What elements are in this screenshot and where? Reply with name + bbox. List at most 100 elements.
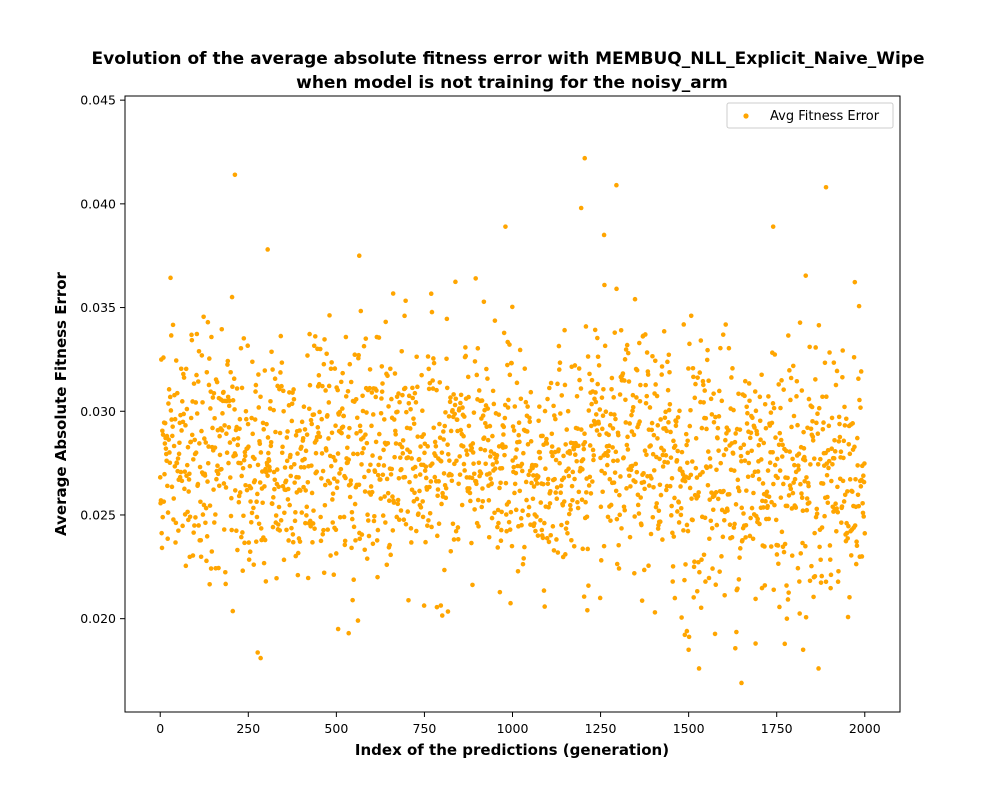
scatter-point	[268, 439, 274, 445]
scatter-point	[860, 510, 866, 516]
scatter-point	[487, 423, 493, 429]
scatter-point	[309, 463, 314, 468]
scatter-point	[589, 377, 595, 383]
scatter-point	[792, 462, 797, 468]
scatter-point	[386, 404, 391, 409]
scatter-point	[230, 608, 236, 614]
scatter-point	[803, 543, 808, 549]
scatter-point	[193, 450, 199, 456]
scatter-point	[727, 522, 733, 528]
scatter-point	[771, 481, 776, 487]
scatter-point	[609, 375, 615, 381]
x-tick-label: 250	[236, 721, 260, 736]
scatter-point	[842, 423, 848, 428]
scatter-point	[620, 371, 626, 376]
scatter-point	[510, 424, 516, 429]
scatter-point	[571, 543, 577, 549]
scatter-point	[723, 322, 729, 327]
scatter-point	[678, 505, 684, 511]
scatter-point	[377, 431, 382, 437]
scatter-point	[231, 376, 237, 382]
scatter-point	[530, 496, 536, 502]
scatter-point	[326, 400, 332, 405]
scatter-point	[586, 408, 592, 413]
scatter-point	[560, 502, 566, 508]
scatter-point	[673, 423, 679, 429]
scatter-point	[627, 534, 633, 540]
scatter-point	[400, 451, 406, 456]
scatter-point	[470, 441, 476, 446]
scatter-point	[818, 557, 823, 563]
scatter-point	[165, 483, 170, 489]
scatter-point	[488, 476, 493, 482]
scatter-point	[704, 465, 710, 471]
scatter-point	[464, 448, 469, 453]
scatter-point	[742, 393, 747, 399]
scatter-point	[809, 404, 815, 410]
scatter-point	[789, 424, 794, 430]
scatter-point	[316, 373, 322, 378]
scatter-point	[741, 511, 746, 516]
scatter-point	[601, 232, 607, 238]
scatter-point	[308, 417, 314, 423]
scatter-point	[305, 353, 310, 358]
scatter-point	[745, 450, 751, 456]
scatter-point	[582, 431, 587, 437]
scatter-point	[596, 421, 602, 426]
scatter-point	[412, 490, 417, 496]
scatter-point	[842, 404, 847, 410]
scatter-point	[203, 520, 208, 526]
scatter-point	[249, 510, 255, 516]
scatter-point	[670, 564, 676, 569]
scatter-point	[662, 415, 668, 421]
scatter-point	[711, 391, 716, 396]
scatter-point	[207, 503, 213, 508]
scatter-point	[676, 500, 682, 505]
scatter-point	[482, 420, 488, 426]
scatter-point	[749, 448, 754, 454]
scatter-point	[528, 439, 534, 444]
scatter-point	[242, 540, 247, 546]
scatter-point	[601, 387, 606, 392]
scatter-point	[730, 366, 735, 371]
scatter-point	[241, 336, 247, 341]
scatter-point	[644, 452, 649, 458]
scatter-point	[780, 442, 785, 448]
scatter-point	[272, 477, 278, 483]
scatter-point	[554, 485, 560, 490]
scatter-point	[862, 461, 867, 466]
scatter-point	[234, 528, 239, 534]
scatter-point	[514, 447, 519, 452]
scatter-point	[807, 344, 812, 350]
scatter-point	[267, 468, 273, 473]
x-tick-label: 2000	[849, 721, 881, 736]
scatter-point	[317, 346, 323, 352]
scatter-point	[337, 515, 343, 520]
scatter-point	[455, 525, 461, 530]
scatter-point	[684, 522, 690, 528]
scatter-point	[521, 556, 526, 561]
scatter-point	[463, 353, 469, 359]
scatter-point	[580, 546, 586, 552]
scatter-point	[690, 517, 695, 523]
scatter-point	[171, 517, 176, 522]
scatter-point	[522, 544, 527, 550]
scatter-point	[535, 474, 541, 479]
scatter-point	[309, 490, 315, 496]
scatter-point	[174, 460, 180, 466]
scatter-point	[738, 453, 744, 459]
scatter-point	[779, 529, 785, 535]
scatter-point	[486, 498, 492, 503]
scatter-point	[401, 517, 407, 522]
scatter-point	[252, 417, 258, 422]
scatter-point	[167, 394, 173, 400]
scatter-point	[307, 382, 313, 388]
scatter-point	[289, 525, 294, 531]
scatter-point	[212, 415, 217, 421]
scatter-point	[544, 441, 550, 446]
scatter-point	[460, 444, 466, 449]
scatter-point	[476, 524, 481, 529]
scatter-point	[202, 436, 207, 441]
scatter-point	[576, 443, 581, 449]
scatter-point	[318, 514, 323, 520]
